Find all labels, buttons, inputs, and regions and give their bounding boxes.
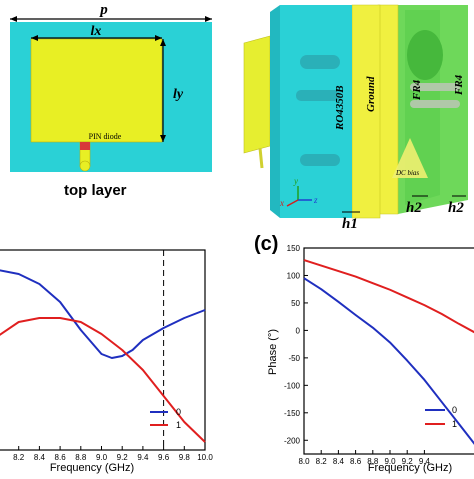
- left-x-tick-label: 9.6: [158, 453, 170, 462]
- left-x-tick-label: 9.0: [96, 453, 108, 462]
- lx-arrow-right: [155, 35, 162, 41]
- chart-right-x-ticks: 8.0 8.2 8.4 8.6 8.8 9.0 9.2 9.4: [298, 450, 431, 466]
- axis-label-y: y: [293, 176, 298, 186]
- label-lx: lx: [91, 24, 102, 39]
- p-arrow-left: [10, 16, 17, 22]
- panel-c-label: (c): [254, 233, 278, 255]
- legend-left-0: 0: [176, 407, 181, 417]
- label-h1: h1: [342, 216, 358, 232]
- lx-arrow-left: [31, 35, 38, 41]
- chart-left: 8.2 8.4 8.6 8.8 9.0 9.2 9.4 9.6 9.8 10.0 Frequenc…: [0, 249, 213, 474]
- pin-diode: [80, 142, 90, 150]
- left-x-tick-label: 9.8: [179, 453, 191, 462]
- label-ly: ly: [173, 87, 184, 102]
- top-layer-diagram: p lx ly PIN diode top layer: [10, 2, 212, 199]
- left-x-tick-label: 8.4: [34, 453, 46, 462]
- left-x-tick-label: 10.0: [197, 453, 213, 462]
- chart-left-xlabel: Frequency (GHz): [50, 462, 134, 474]
- fr4-pad-ellipse: [407, 30, 443, 80]
- label-ro4350b: RO4350B: [334, 85, 346, 131]
- right-y-tick-label: 100: [287, 271, 301, 280]
- right-series-line-1: [303, 259, 474, 334]
- right-y-tick-label: 150: [287, 244, 301, 253]
- via-cylinders: [296, 55, 460, 166]
- label-p: p: [98, 2, 108, 18]
- p-arrow-right: [205, 16, 212, 22]
- right-y-tick-label: -50: [288, 354, 300, 363]
- ro4350b-side: [270, 5, 280, 218]
- legend-left-1: 1: [176, 420, 181, 430]
- top-layer-caption: top layer: [64, 182, 127, 199]
- label-dc-bias: DC bias: [395, 169, 419, 177]
- chart-right-frame: [303, 247, 474, 455]
- left-series-line-1: [0, 317, 206, 443]
- dc-bias-cone: [392, 138, 428, 178]
- chart-right-xlabel: Frequency (GHz): [368, 462, 452, 474]
- label-h2-b: h2: [448, 200, 464, 216]
- via-pad: [79, 160, 91, 172]
- label-ground: Ground: [365, 76, 377, 112]
- left-x-tick-label: 8.2: [13, 453, 25, 462]
- left-series-line-0: [0, 269, 206, 359]
- ground-layer-far: [377, 4, 399, 215]
- right-x-tick-label: 9.2: [402, 457, 414, 466]
- right-x-tick-label: 8.6: [350, 457, 362, 466]
- left-x-tick-label: 8.6: [55, 453, 67, 462]
- label-fr4-b: FR4: [453, 74, 465, 96]
- chart-left-series: [0, 269, 206, 443]
- right-x-tick-label: 9.0: [384, 457, 396, 466]
- chart-right-ylabel: Phase (°): [267, 329, 279, 375]
- chart-left-legend: 0 1: [150, 407, 181, 430]
- layer-stack-diagram: DC bias RO4350B Ground FR4 FR4 h1 h2 h2 …: [243, 4, 468, 232]
- right-x-tick-label: 9.4: [419, 457, 431, 466]
- chart-right-legend: 0 1: [425, 405, 457, 429]
- patch-square: [30, 38, 163, 143]
- ly-arrow-top: [160, 39, 166, 46]
- right-y-tick-label: -200: [284, 436, 301, 445]
- chart-right-series: [303, 259, 474, 445]
- axis-label-x: x: [279, 198, 284, 208]
- coordinate-axes: y x z: [279, 176, 318, 208]
- right-y-tick-label: 50: [291, 299, 300, 308]
- left-x-tick-label: 8.8: [75, 453, 87, 462]
- label-pin-diode: PIN diode: [89, 132, 122, 141]
- label-h2-a: h2: [406, 200, 422, 216]
- right-y-tick-label: 0: [296, 326, 301, 335]
- right-x-tick-label: 8.0: [298, 457, 310, 466]
- left-x-tick-label: 9.2: [117, 453, 129, 462]
- ly-arrow-bottom: [160, 135, 166, 142]
- right-y-tick-label: -150: [284, 409, 301, 418]
- right-series-line-0: [303, 277, 474, 445]
- back-patch-stem: [258, 147, 264, 169]
- legend-right-1: 1: [452, 419, 457, 429]
- axis-label-z: z: [313, 195, 318, 205]
- label-fr4-a: FR4: [411, 79, 423, 101]
- right-x-tick-label: 8.4: [333, 457, 345, 466]
- chart-left-x-ticks: 8.2 8.4 8.6 8.8 9.0 9.2 9.4 9.6 9.8 10.0: [13, 446, 213, 462]
- right-x-tick-label: 8.2: [316, 457, 328, 466]
- left-x-tick-label: 9.4: [137, 453, 149, 462]
- legend-right-0: 0: [452, 405, 457, 415]
- right-x-tick-label: 8.8: [367, 457, 379, 466]
- back-patch-layer: [243, 35, 271, 154]
- right-y-tick-label: -100: [284, 381, 301, 390]
- chart-right-y-ticks: 150 100 50 0 -50 -100 -150 -200: [284, 244, 308, 445]
- thickness-markers: [342, 195, 466, 213]
